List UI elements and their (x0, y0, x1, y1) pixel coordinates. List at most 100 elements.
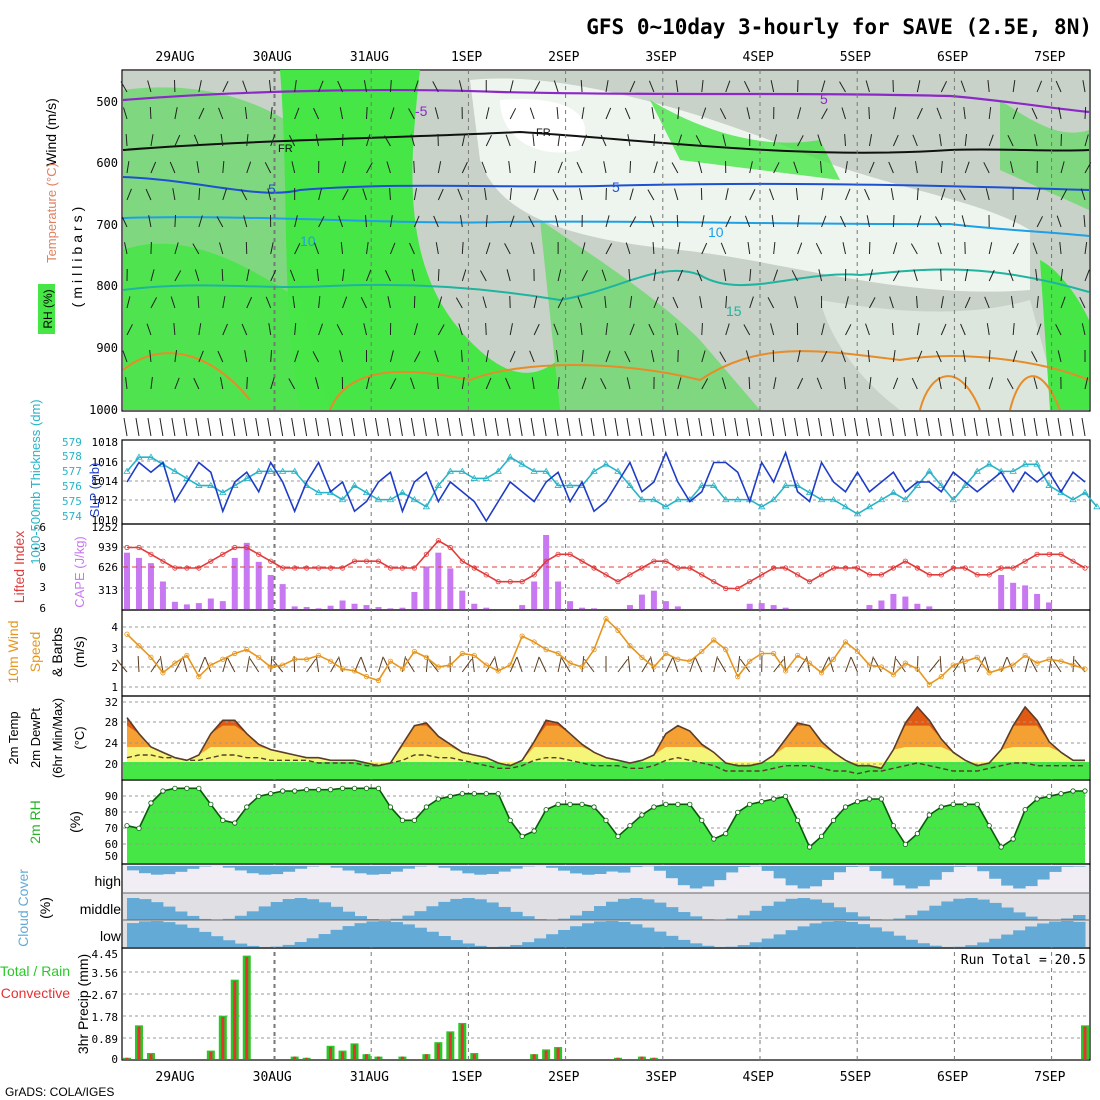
wind-barb (169, 161, 176, 174)
wind-barb (1055, 80, 1062, 93)
rh-line-point (315, 787, 322, 793)
cloud-middle-bar (1061, 918, 1074, 920)
cloud-middle-bar (965, 898, 978, 920)
wind-barb (339, 350, 344, 363)
rh-line-point (723, 831, 729, 837)
wind-barb (749, 161, 753, 174)
rh-line-point (1022, 807, 1028, 813)
wind-barb (561, 658, 571, 673)
wind-barb (842, 242, 846, 255)
wind-speed-line-point (806, 660, 813, 666)
cloud-low-bar (558, 929, 571, 947)
cape-bar (231, 557, 238, 609)
wind-speed-line-point (603, 616, 609, 622)
cloud-high-bar (186, 866, 200, 869)
wind-barb (126, 324, 133, 336)
surface-wind-barbs (123, 417, 1086, 437)
wind-barb (196, 161, 200, 174)
wind-barb (743, 80, 751, 93)
wind-barb (219, 242, 224, 255)
wind-barb (845, 296, 849, 309)
thickness-line-point (638, 495, 646, 503)
wind-barb (830, 417, 835, 437)
wind-barb (749, 188, 756, 201)
precip-convective-bar (472, 1054, 476, 1059)
wind-barb (482, 417, 487, 437)
wind-barb (436, 377, 439, 390)
wind-barb (315, 656, 320, 673)
cloud-low-bar (641, 927, 655, 947)
cloud-middle-bar (725, 918, 739, 920)
wind-speed-line-point (854, 648, 861, 655)
rh-line-point (986, 823, 992, 829)
wind-barb (1034, 134, 1038, 147)
cloud-low-bar (390, 922, 403, 947)
precip-convective-bar (556, 1048, 560, 1059)
cloud-middle-bar (522, 916, 535, 920)
rh-line-point (675, 801, 681, 807)
rh-line-point (387, 804, 394, 810)
cloud-low-bar (665, 935, 679, 947)
wind-barb (916, 187, 919, 201)
thickness-line-point (602, 460, 610, 467)
wind-barb (868, 377, 872, 390)
lifted-index-line-point (759, 572, 765, 578)
wind-barb (940, 161, 943, 174)
wind-barb (1069, 417, 1074, 437)
wind-barb (581, 107, 585, 120)
wind-speed-line-point (208, 662, 214, 668)
wind-barb (147, 80, 152, 93)
wind-barb (773, 377, 777, 390)
lifted-index-line-point (806, 579, 813, 585)
wind-barb (553, 80, 559, 93)
precip-convective-bar (400, 1056, 404, 1059)
thickness-line-point (1057, 488, 1065, 496)
cloud-low-bar (426, 931, 439, 947)
wind-barb (686, 417, 691, 437)
wind-barb (938, 377, 942, 390)
cloud-middle-bar (797, 898, 811, 920)
cloud-high-bar (833, 866, 846, 873)
rh-line-point (351, 785, 358, 791)
wind-barb (845, 324, 852, 336)
wind-barb (505, 134, 511, 147)
wind-barb (267, 417, 272, 437)
wind-barb (270, 242, 274, 255)
cloud-low-bar (378, 921, 391, 947)
cloud-middle-bar (773, 901, 787, 920)
lifted-index-line-point (998, 565, 1004, 571)
cloud-middle-bar (138, 899, 152, 920)
cloud-high-bar (929, 866, 942, 880)
wind-barb (949, 417, 954, 437)
precip-convective-bar (221, 1016, 225, 1059)
rh-line-point (914, 831, 920, 837)
cape-bar (626, 605, 633, 609)
cloud-middle-bar (127, 898, 140, 920)
wind-barb (479, 270, 487, 282)
cape-bar (650, 590, 657, 609)
wind-barb (387, 296, 391, 309)
wind-barb (389, 107, 395, 120)
cloud-middle-bar (749, 910, 763, 920)
wind-tick: 3 (111, 642, 118, 655)
cloud-low-bar (629, 924, 643, 947)
cloud-high-bar (965, 866, 978, 867)
thickness-line-point (446, 467, 455, 474)
precip-convective-bar (365, 1054, 368, 1059)
wind-barb (264, 162, 272, 174)
slp-tick: 1014 (92, 475, 119, 488)
cloud-low-bar (210, 936, 224, 947)
wind-barb (580, 323, 583, 336)
wind-barb (1008, 269, 1014, 282)
wind-speed-line-point (447, 662, 453, 668)
cloud-low-bar (785, 930, 799, 947)
wind-barb (866, 215, 870, 228)
wind-barb (220, 134, 224, 147)
wind-barb (461, 134, 466, 147)
wind-barb (389, 242, 396, 255)
lifted-index-line-point (974, 572, 980, 578)
wind-barb (557, 269, 562, 282)
wind-barb (312, 351, 320, 363)
thickness-line-point (853, 510, 862, 517)
cloud-axis: high middle low Cloud Cover (%) (15, 869, 122, 947)
